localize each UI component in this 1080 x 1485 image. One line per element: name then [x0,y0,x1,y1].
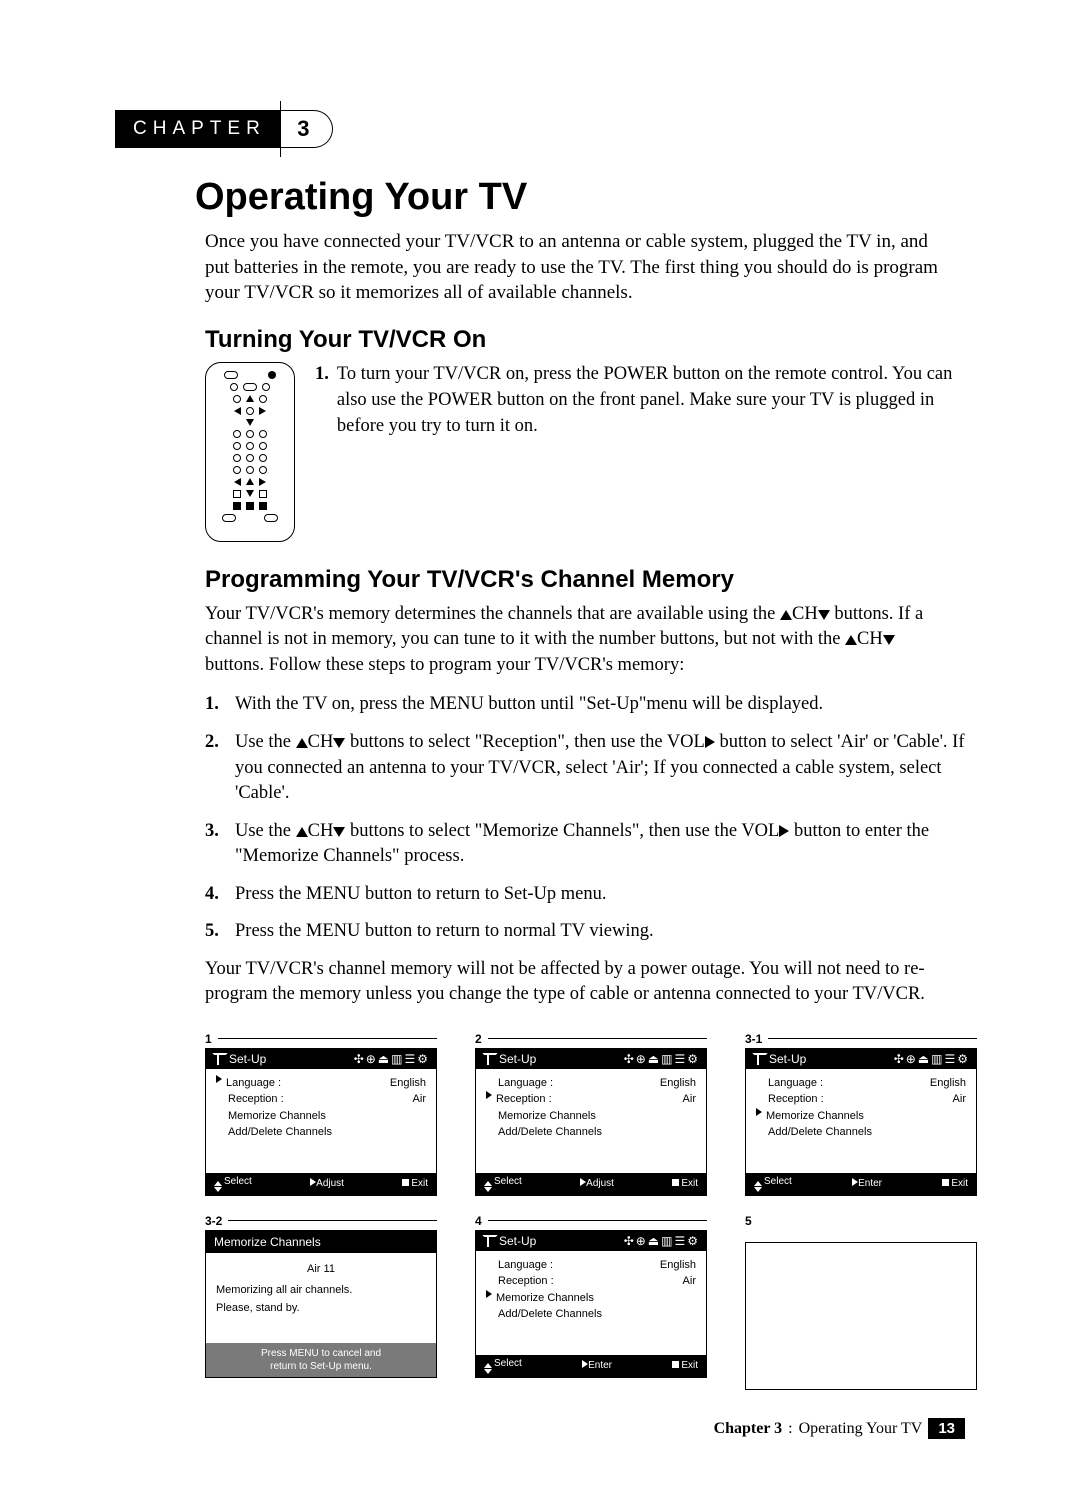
triangle-up-icon [780,610,792,620]
page-title: Operating Your TV [195,176,965,219]
page-number: 13 [928,1418,965,1439]
step-text: To turn your TV/VCR on, press the POWER … [337,362,965,440]
step-number: 2. [205,730,227,807]
triangle-down-icon [818,610,830,620]
cursor-icon [756,1108,762,1116]
programming-intro: Your TV/VCR's memory determines the chan… [205,602,957,679]
screen-label: 4 [475,1214,482,1228]
triangle-up-icon [296,827,308,837]
step-number: 4. [205,882,227,908]
step-text: Press the MENU button to return to norma… [235,919,654,945]
osd-screen-5: 5 [745,1214,977,1390]
cursor-icon [216,1075,222,1083]
triangle-down-icon [333,738,345,748]
osd-icons: ✣⊕⏏▥☰⚙ [354,1052,430,1066]
osd-title: Set-Up [229,1052,266,1066]
remote-illustration [205,362,295,542]
triangle-right-icon [779,825,789,837]
osd-screen-1: 1 Set-Up✣⊕⏏▥☰⚙ Language :English Recepti… [205,1032,437,1196]
triangle-down-icon [883,635,895,645]
osd-screens: 1 Set-Up✣⊕⏏▥☰⚙ Language :English Recepti… [205,1032,965,1390]
osd-screen-3-1: 3-1 Set-Up✣⊕⏏▥☰⚙ Language :English Recep… [745,1032,977,1196]
osd-text: Memorizing all air channels. [216,1282,426,1300]
osd-screen-4: 4 Set-Up✣⊕⏏▥☰⚙ Language :English Recepti… [475,1214,707,1390]
section-programming: Programming Your TV/VCR's Channel Memory [205,566,965,594]
screen-label: 3-1 [745,1032,762,1046]
osd-footer-text: Press MENU to cancel and [210,1347,432,1360]
antenna-icon [212,1053,224,1065]
section-turning-on: Turning Your TV/VCR On [205,326,965,354]
step-number: 5. [205,919,227,945]
cursor-icon [486,1091,492,1099]
step-number: 3. [205,819,227,870]
step-text: With the TV on, press the MENU button un… [235,692,823,718]
blank-tv-screen [745,1242,977,1390]
footer-chapter: Chapter 3 [714,1420,783,1438]
screen-label: 3-2 [205,1214,222,1228]
triangle-up-icon [296,738,308,748]
osd-text: Air 11 [216,1261,426,1279]
screen-label: 1 [205,1032,212,1046]
page-footer: Chapter 3 : Operating Your TV 13 [714,1418,965,1439]
osd-title: Memorize Channels [214,1235,321,1249]
step-text: Press the MENU button to return to Set-U… [235,882,607,908]
triangle-down-icon [333,827,345,837]
remote-and-step: 1. To turn your TV/VCR on, press the POW… [205,362,965,542]
step-text: Use the CH buttons to select "Memorize C… [235,819,965,870]
screen-label: 2 [475,1032,482,1046]
chapter-label: CHAPTER [115,110,280,148]
screen-label: 5 [745,1214,752,1228]
step-list: 1. With the TV on, press the MENU button … [205,692,965,944]
osd-screen-2: 2 Set-Up✣⊕⏏▥☰⚙ Language :English Recepti… [475,1032,707,1196]
osd-text: Please, stand by. [216,1300,426,1318]
triangle-up-icon [845,635,857,645]
chapter-bar: CHAPTER 3 [115,110,965,148]
step-text: Use the CH buttons to select "Reception"… [235,730,965,807]
intro-paragraph: Once you have connected your TV/VCR to a… [205,229,955,306]
triangle-right-icon [705,736,715,748]
chapter-number: 3 [281,110,332,148]
cursor-icon [486,1290,492,1298]
osd-footer-text: return to Set-Up menu. [210,1360,432,1373]
antenna-icon [482,1053,494,1065]
programming-outro: Your TV/VCR's channel memory will not be… [205,957,957,1008]
step-number: 1. [315,362,329,440]
antenna-icon [752,1053,764,1065]
osd-screen-3-2: 3-2 Memorize Channels Air 11 Memorizing … [205,1214,437,1390]
antenna-icon [482,1235,494,1247]
footer-title: Operating Your TV [799,1420,923,1438]
step-number: 1. [205,692,227,718]
